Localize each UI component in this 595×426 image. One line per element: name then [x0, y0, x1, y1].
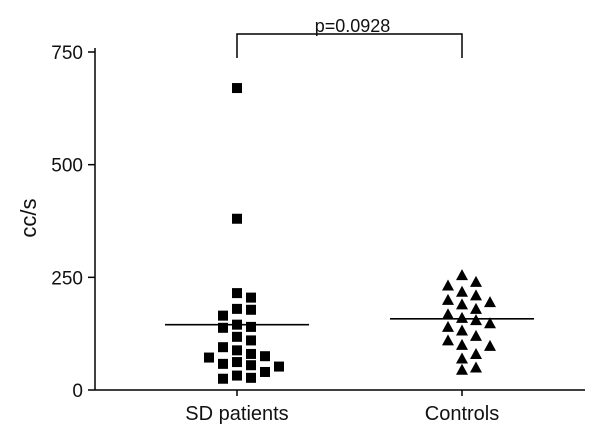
data-point-square: [232, 213, 242, 224]
data-point-triangle: [456, 363, 468, 375]
data-point-square: [260, 351, 270, 362]
data-point-triangle: [442, 293, 454, 305]
data-point-triangle: [456, 285, 468, 297]
data-point-triangle: [470, 361, 482, 373]
data-point-triangle: [442, 308, 454, 320]
data-point-triangle: [470, 302, 482, 314]
y-tick-label: 250: [51, 268, 83, 289]
p-value-label: p=0.0928: [315, 16, 391, 36]
data-point-triangle: [470, 289, 482, 301]
data-point-square: [246, 292, 256, 303]
data-point-triangle: [456, 338, 468, 350]
data-point-triangle: [456, 269, 468, 281]
data-point-triangle: [442, 320, 454, 332]
category-labels: SD patients Controls: [185, 390, 499, 425]
data-point-square: [218, 342, 228, 353]
data-point-triangle: [470, 275, 482, 287]
data-point-triangle: [484, 339, 496, 351]
y-tick-label: 0: [72, 381, 83, 402]
y-tick-label: 500: [51, 156, 83, 177]
data-points: [204, 83, 496, 384]
data-point-triangle: [484, 317, 496, 329]
data-point-square: [232, 370, 242, 381]
significance-bracket: p=0.0928: [236, 16, 463, 58]
data-point-square: [218, 373, 228, 384]
data-point-triangle: [470, 347, 482, 359]
data-point-square: [232, 331, 242, 342]
data-point-square: [246, 321, 256, 332]
data-point-square: [246, 304, 256, 315]
y-tick-label: 750: [51, 43, 83, 64]
data-point-square: [232, 357, 242, 368]
data-point-square: [232, 288, 242, 299]
data-point-triangle: [456, 311, 468, 323]
data-point-square: [232, 303, 242, 314]
data-point-square: [246, 335, 256, 346]
median-lines: [165, 317, 534, 326]
data-point-triangle: [484, 296, 496, 308]
data-point-square: [246, 348, 256, 359]
data-point-square: [204, 352, 214, 363]
bracket-line: [236, 33, 463, 58]
data-point-triangle: [470, 329, 482, 341]
data-point-square: [260, 366, 270, 377]
y-ticks: 0 250 500 750: [51, 43, 95, 402]
data-point-square: [274, 361, 284, 372]
data-point-triangle: [456, 324, 468, 336]
data-point-square: [218, 358, 228, 369]
data-point-square: [218, 310, 228, 321]
data-point-square: [246, 372, 256, 383]
data-point-square: [232, 83, 242, 94]
data-point-triangle: [442, 279, 454, 291]
data-point-triangle: [456, 352, 468, 364]
data-point-triangle: [442, 334, 454, 346]
data-point-square: [246, 360, 256, 371]
category-label: SD patients: [185, 403, 288, 425]
data-point-square: [218, 322, 228, 333]
category-label: Controls: [425, 403, 499, 425]
data-point-triangle: [456, 298, 468, 310]
data-point-triangle: [470, 314, 482, 326]
data-point-square: [232, 345, 242, 356]
y-axis-label: cc/s: [16, 198, 41, 237]
